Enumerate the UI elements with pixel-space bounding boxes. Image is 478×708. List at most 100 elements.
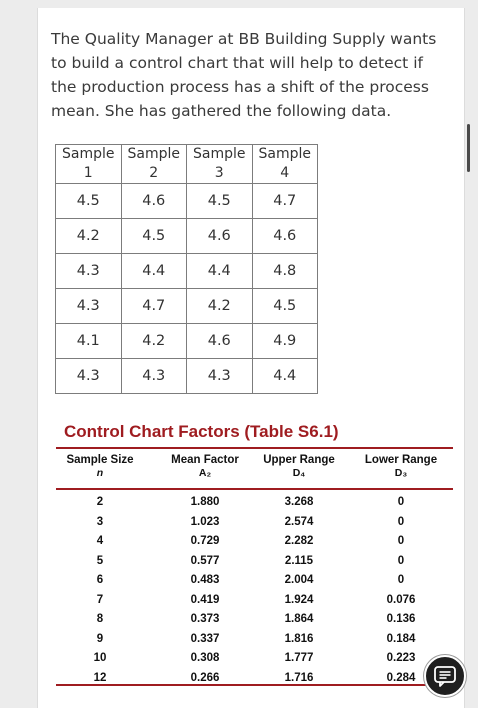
sample-size-value: 12 (93, 671, 107, 684)
table-row: 12 0.266 1.716 0.284 (56, 670, 453, 690)
table-cell: 4.5 (251, 288, 318, 324)
upper-range-value: 2.574 (284, 515, 314, 528)
upper-range-value: 2.004 (284, 574, 314, 586)
scrollbar[interactable] (467, 124, 470, 172)
table-cell: 4.6 (120, 183, 187, 219)
divider (56, 447, 453, 449)
sample-size-value: 7 (96, 593, 104, 606)
column-header-upper-range: Upper Range D₄ (255, 454, 343, 480)
upper-range-value: 2.115 (284, 554, 314, 567)
table-cell: 4.3 (186, 358, 253, 394)
lower-range-value: 0.184 (386, 632, 416, 645)
mean-factor-value: 0.337 (190, 632, 220, 645)
table-cell: 4.5 (55, 183, 122, 219)
sample-size-value: 6 (96, 574, 104, 586)
column-header-sample-size: Sample Size n (56, 454, 144, 480)
table-row: 4 0.729 2.282 0 (56, 533, 453, 553)
upper-range-value: 1.864 (284, 613, 314, 625)
table-cell: 4.2 (55, 218, 122, 254)
table-cell: 4.6 (251, 218, 318, 254)
mean-factor-value: 1.023 (190, 515, 220, 528)
sample-header-row: Sample Sample Sample Sample (55, 144, 318, 164)
upper-range-value: 1.777 (284, 652, 314, 664)
table-row: 10 0.308 1.777 0.223 (56, 650, 453, 670)
table-cell: 4.5 (186, 183, 253, 219)
table-cell: 4.3 (120, 358, 187, 394)
upper-range-value: 1.924 (284, 593, 314, 606)
sample-header-cell: Sample (251, 144, 318, 164)
table-cell: 4.9 (251, 323, 318, 359)
sample-size-value: 9 (96, 632, 104, 645)
column-header-lower-range: Lower Range D₃ (351, 454, 451, 480)
table-cell: 4.2 (186, 288, 253, 324)
column-header-label: Upper Range (263, 454, 335, 466)
table-cell: 4.6 (186, 218, 253, 254)
mean-factor-value: 0.729 (190, 535, 220, 547)
lower-range-value: 0 (397, 574, 405, 586)
problem-statement: The Quality Manager at BB Building Suppl… (51, 30, 437, 120)
lower-range-value: 0 (397, 515, 405, 528)
sample-size-value: 4 (96, 535, 104, 547)
control-chart-factors-table: Control Chart Factors (Table S6.1) Sampl… (56, 422, 453, 690)
column-header-symbol: D₄ (292, 467, 306, 479)
lower-range-value: 0 (397, 554, 405, 567)
table-row: 4.5 4.6 4.5 4.7 (55, 183, 318, 219)
upper-range-value: 1.816 (284, 632, 314, 645)
table-row: 4.3 4.7 4.2 4.5 (55, 288, 318, 324)
divider (56, 684, 453, 686)
sample-size-value: 8 (96, 613, 104, 625)
table-row: 2 1.880 3.268 0 (56, 494, 453, 514)
column-header-symbol: A₂ (198, 467, 212, 479)
column-header-symbol: n (96, 467, 104, 479)
table-row: 3 1.023 2.574 0 (56, 514, 453, 534)
table-row: 9 0.337 1.816 0.184 (56, 631, 453, 651)
sample-number-cell: 1 (55, 164, 122, 184)
lower-range-value: 0 (397, 535, 405, 547)
column-header-label: Lower Range (364, 454, 438, 466)
sample-header-cell: Sample (55, 144, 122, 164)
factors-rows: 2 1.880 3.268 0 3 1.023 2.574 0 4 0.729 … (56, 494, 453, 689)
divider (56, 488, 453, 490)
sample-number-cell: 3 (186, 164, 253, 184)
table-cell: 4.7 (120, 288, 187, 324)
lower-range-value: 0.076 (386, 593, 416, 606)
upper-range-value: 1.716 (284, 671, 314, 684)
upper-range-value: 3.268 (284, 496, 314, 508)
mean-factor-value: 0.308 (190, 652, 220, 664)
column-header-mean-factor: Mean Factor A₂ (159, 454, 251, 480)
column-header-label: Mean Factor (171, 454, 239, 466)
table-cell: 4.8 (251, 253, 318, 289)
mean-factor-value: 0.266 (190, 671, 220, 684)
chat-icon (434, 666, 456, 687)
sample-size-value: 3 (96, 515, 104, 528)
table-cell: 4.7 (251, 183, 318, 219)
table-row: 4.2 4.5 4.6 4.6 (55, 218, 318, 254)
table-cell: 4.4 (251, 358, 318, 394)
sample-size-value: 10 (93, 652, 107, 664)
table-cell: 4.3 (55, 288, 122, 324)
mean-factor-value: 0.577 (190, 554, 220, 567)
factors-title: Control Chart Factors (Table S6.1) (64, 422, 339, 441)
table-cell: 4.2 (120, 323, 187, 359)
table-row: 7 0.419 1.924 0.076 (56, 592, 453, 612)
table-cell: 4.6 (186, 323, 253, 359)
table-cell: 4.4 (186, 253, 253, 289)
column-header-label: Sample Size (66, 454, 134, 466)
mean-factor-value: 0.483 (190, 574, 220, 586)
table-row: 6 0.483 2.004 0 (56, 572, 453, 592)
sample-size-value: 5 (96, 554, 104, 567)
table-row: 8 0.373 1.864 0.136 (56, 611, 453, 631)
mean-factor-value: 0.419 (190, 593, 220, 606)
table-row: 5 0.577 2.115 0 (56, 553, 453, 573)
sample-header-cell: Sample (186, 144, 253, 164)
table-row: 4.3 4.3 4.3 4.4 (55, 358, 318, 394)
sample-number-cell: 2 (120, 164, 187, 184)
mean-factor-value: 1.880 (190, 496, 220, 508)
table-cell: 4.5 (120, 218, 187, 254)
table-row: 4.3 4.4 4.4 4.8 (55, 253, 318, 289)
table-row: 4.1 4.2 4.6 4.9 (55, 323, 318, 359)
chat-button[interactable] (424, 655, 466, 697)
sample-size-value: 2 (96, 496, 104, 508)
table-cell: 4.1 (55, 323, 122, 359)
sample-header-cell: Sample (120, 144, 187, 164)
